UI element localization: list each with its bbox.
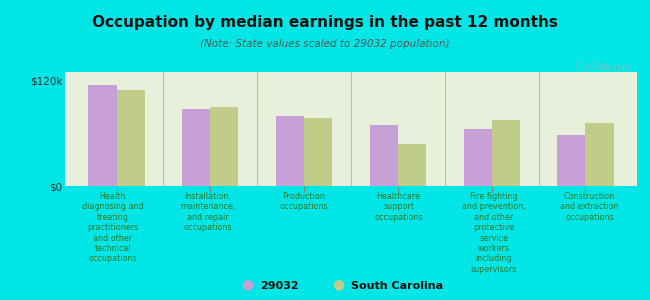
- Bar: [211, 107, 239, 186]
- Text: 29032: 29032: [260, 281, 298, 291]
- Text: Fire fighting
and prevention,
and other
protective
service
workers
including
sup: Fire fighting and prevention, and other …: [462, 192, 526, 274]
- Text: Health
diagnosing and
treating
practitioners
and other
technical
occupations: Health diagnosing and treating practitio…: [82, 192, 144, 263]
- Text: South Carolina: South Carolina: [351, 281, 443, 291]
- Text: Healthcare
support
occupations: Healthcare support occupations: [374, 192, 423, 222]
- Text: City-Data.com: City-Data.com: [576, 63, 630, 72]
- Bar: [491, 120, 520, 186]
- Bar: [398, 144, 426, 186]
- Text: Production
occupations: Production occupations: [279, 192, 328, 212]
- Bar: [586, 123, 614, 186]
- Text: (Note: State values scaled to 29032 population): (Note: State values scaled to 29032 popu…: [200, 39, 450, 49]
- Text: Installation,
maintenance,
and repair
occupations: Installation, maintenance, and repair oc…: [181, 192, 235, 232]
- Text: ●: ●: [241, 277, 253, 291]
- Bar: [88, 85, 116, 186]
- Bar: [370, 124, 398, 186]
- Text: Occupation by median earnings in the past 12 months: Occupation by median earnings in the pas…: [92, 15, 558, 30]
- Bar: [276, 116, 304, 186]
- Bar: [116, 89, 145, 186]
- Bar: [557, 135, 586, 186]
- Text: ●: ●: [332, 277, 344, 291]
- Text: Construction
and extraction
occupations: Construction and extraction occupations: [560, 192, 619, 222]
- Bar: [463, 129, 491, 186]
- Bar: [304, 118, 332, 186]
- Bar: [182, 109, 211, 186]
